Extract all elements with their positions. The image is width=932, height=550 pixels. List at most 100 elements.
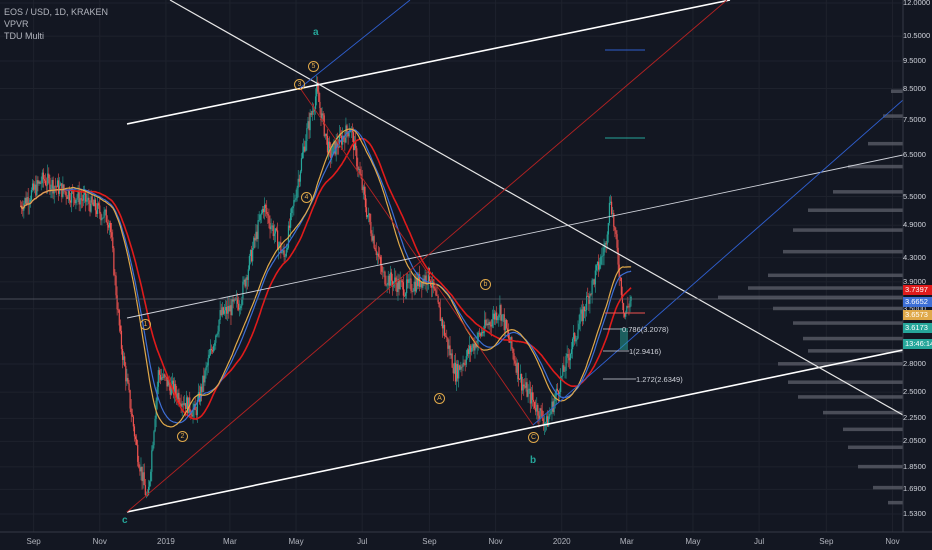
- candle-body: [192, 409, 194, 417]
- candle-body: [75, 199, 77, 204]
- candle-body: [312, 110, 314, 112]
- candle-body: [337, 147, 339, 148]
- candle-body: [46, 184, 48, 186]
- candle-body: [205, 367, 207, 371]
- fan-red-line: [126, 0, 728, 513]
- candle-body: [466, 349, 468, 357]
- candle-body: [445, 335, 447, 337]
- candle-body: [593, 279, 595, 285]
- candle-body: [290, 213, 292, 228]
- candle-body: [134, 436, 137, 440]
- candle-body: [464, 364, 466, 366]
- candle-body: [578, 323, 580, 330]
- candle-body: [622, 303, 625, 313]
- price-tag: 3.7397: [903, 285, 932, 295]
- candle-body: [211, 350, 214, 352]
- indicator-vpvr[interactable]: VPVR: [4, 19, 29, 29]
- candle-body: [176, 393, 178, 400]
- wave-circle-4: 4: [301, 192, 312, 203]
- candle-body: [48, 173, 50, 178]
- candle-body: [246, 277, 248, 280]
- candle-body: [185, 397, 188, 409]
- candle-body: [535, 408, 537, 412]
- y-tick-label: 12.0000: [903, 0, 931, 7]
- candle-body: [619, 277, 621, 278]
- candle-body: [494, 312, 497, 320]
- candle-body: [133, 426, 136, 437]
- candle-body: [305, 140, 307, 152]
- wave-circle-2: 2: [177, 431, 188, 442]
- candle-body: [336, 141, 338, 148]
- candle-body: [218, 319, 220, 332]
- candle-body: [102, 217, 104, 219]
- x-tick-label: Nov: [885, 537, 900, 546]
- volume-bar: [808, 208, 903, 212]
- candle-body: [144, 485, 146, 496]
- candle-body: [236, 298, 239, 304]
- candle-body: [52, 179, 54, 194]
- mid-channel-line: [126, 154, 904, 319]
- candle-body: [267, 213, 269, 216]
- candle-body: [263, 204, 266, 213]
- candle-body: [449, 345, 451, 356]
- volume-bar: [848, 164, 903, 169]
- candle-body: [101, 218, 103, 221]
- candle-body: [398, 278, 400, 290]
- candle-body: [595, 265, 598, 271]
- candle-body: [260, 213, 262, 215]
- candle-body: [501, 314, 503, 321]
- candle-body: [383, 271, 385, 273]
- volume-bar: [808, 349, 903, 353]
- candle-body: [160, 377, 163, 380]
- candle-body: [354, 140, 356, 151]
- symbol-title[interactable]: EOS / USD, 1D, KRAKEN: [4, 7, 109, 17]
- candle-body: [378, 256, 381, 258]
- indicator-tdu[interactable]: TDU Multi: [4, 31, 44, 41]
- candle-body: [202, 375, 204, 392]
- wave-label-b: b: [530, 455, 537, 466]
- volume-bar: [823, 410, 903, 415]
- candle-body: [498, 314, 500, 318]
- candle-body: [441, 318, 444, 329]
- candle-body: [243, 279, 245, 282]
- lower-channel-line: [126, 349, 904, 513]
- candle-body: [577, 329, 579, 339]
- candle-body: [402, 282, 404, 296]
- candle-body: [105, 209, 107, 223]
- candle-body: [257, 220, 259, 240]
- candle-body: [33, 183, 35, 190]
- candle-body: [571, 338, 574, 350]
- candle-body: [390, 272, 393, 281]
- candle-body: [66, 196, 68, 199]
- candle-body: [415, 277, 418, 292]
- candle-body: [229, 305, 231, 312]
- candle-body: [256, 231, 258, 240]
- fib-level-0786: 0.786(3.2078): [622, 325, 669, 334]
- candle-body: [183, 403, 185, 405]
- plot-area[interactable]: [0, 0, 903, 532]
- candle-body: [73, 191, 75, 198]
- candle-body: [534, 401, 536, 409]
- candle-body: [558, 392, 561, 395]
- candle-body: [394, 277, 396, 282]
- candle-body: [452, 367, 454, 374]
- candle-body: [93, 199, 95, 207]
- candle-body: [169, 385, 171, 395]
- candle-body: [323, 115, 325, 137]
- candle-body: [356, 148, 358, 167]
- candle-body: [104, 209, 106, 212]
- candle-body: [310, 113, 312, 115]
- candle-body: [231, 298, 233, 316]
- candle-body: [117, 309, 119, 311]
- candle-body: [83, 191, 86, 195]
- candle-body: [55, 186, 57, 188]
- candle-body: [329, 141, 331, 149]
- candle-body: [414, 281, 416, 292]
- candle-body: [63, 184, 65, 191]
- x-tick-label: May: [685, 537, 701, 546]
- candle-body: [358, 168, 360, 170]
- candle-body: [36, 180, 38, 196]
- candle-body: [87, 197, 89, 201]
- candle-body: [596, 261, 599, 266]
